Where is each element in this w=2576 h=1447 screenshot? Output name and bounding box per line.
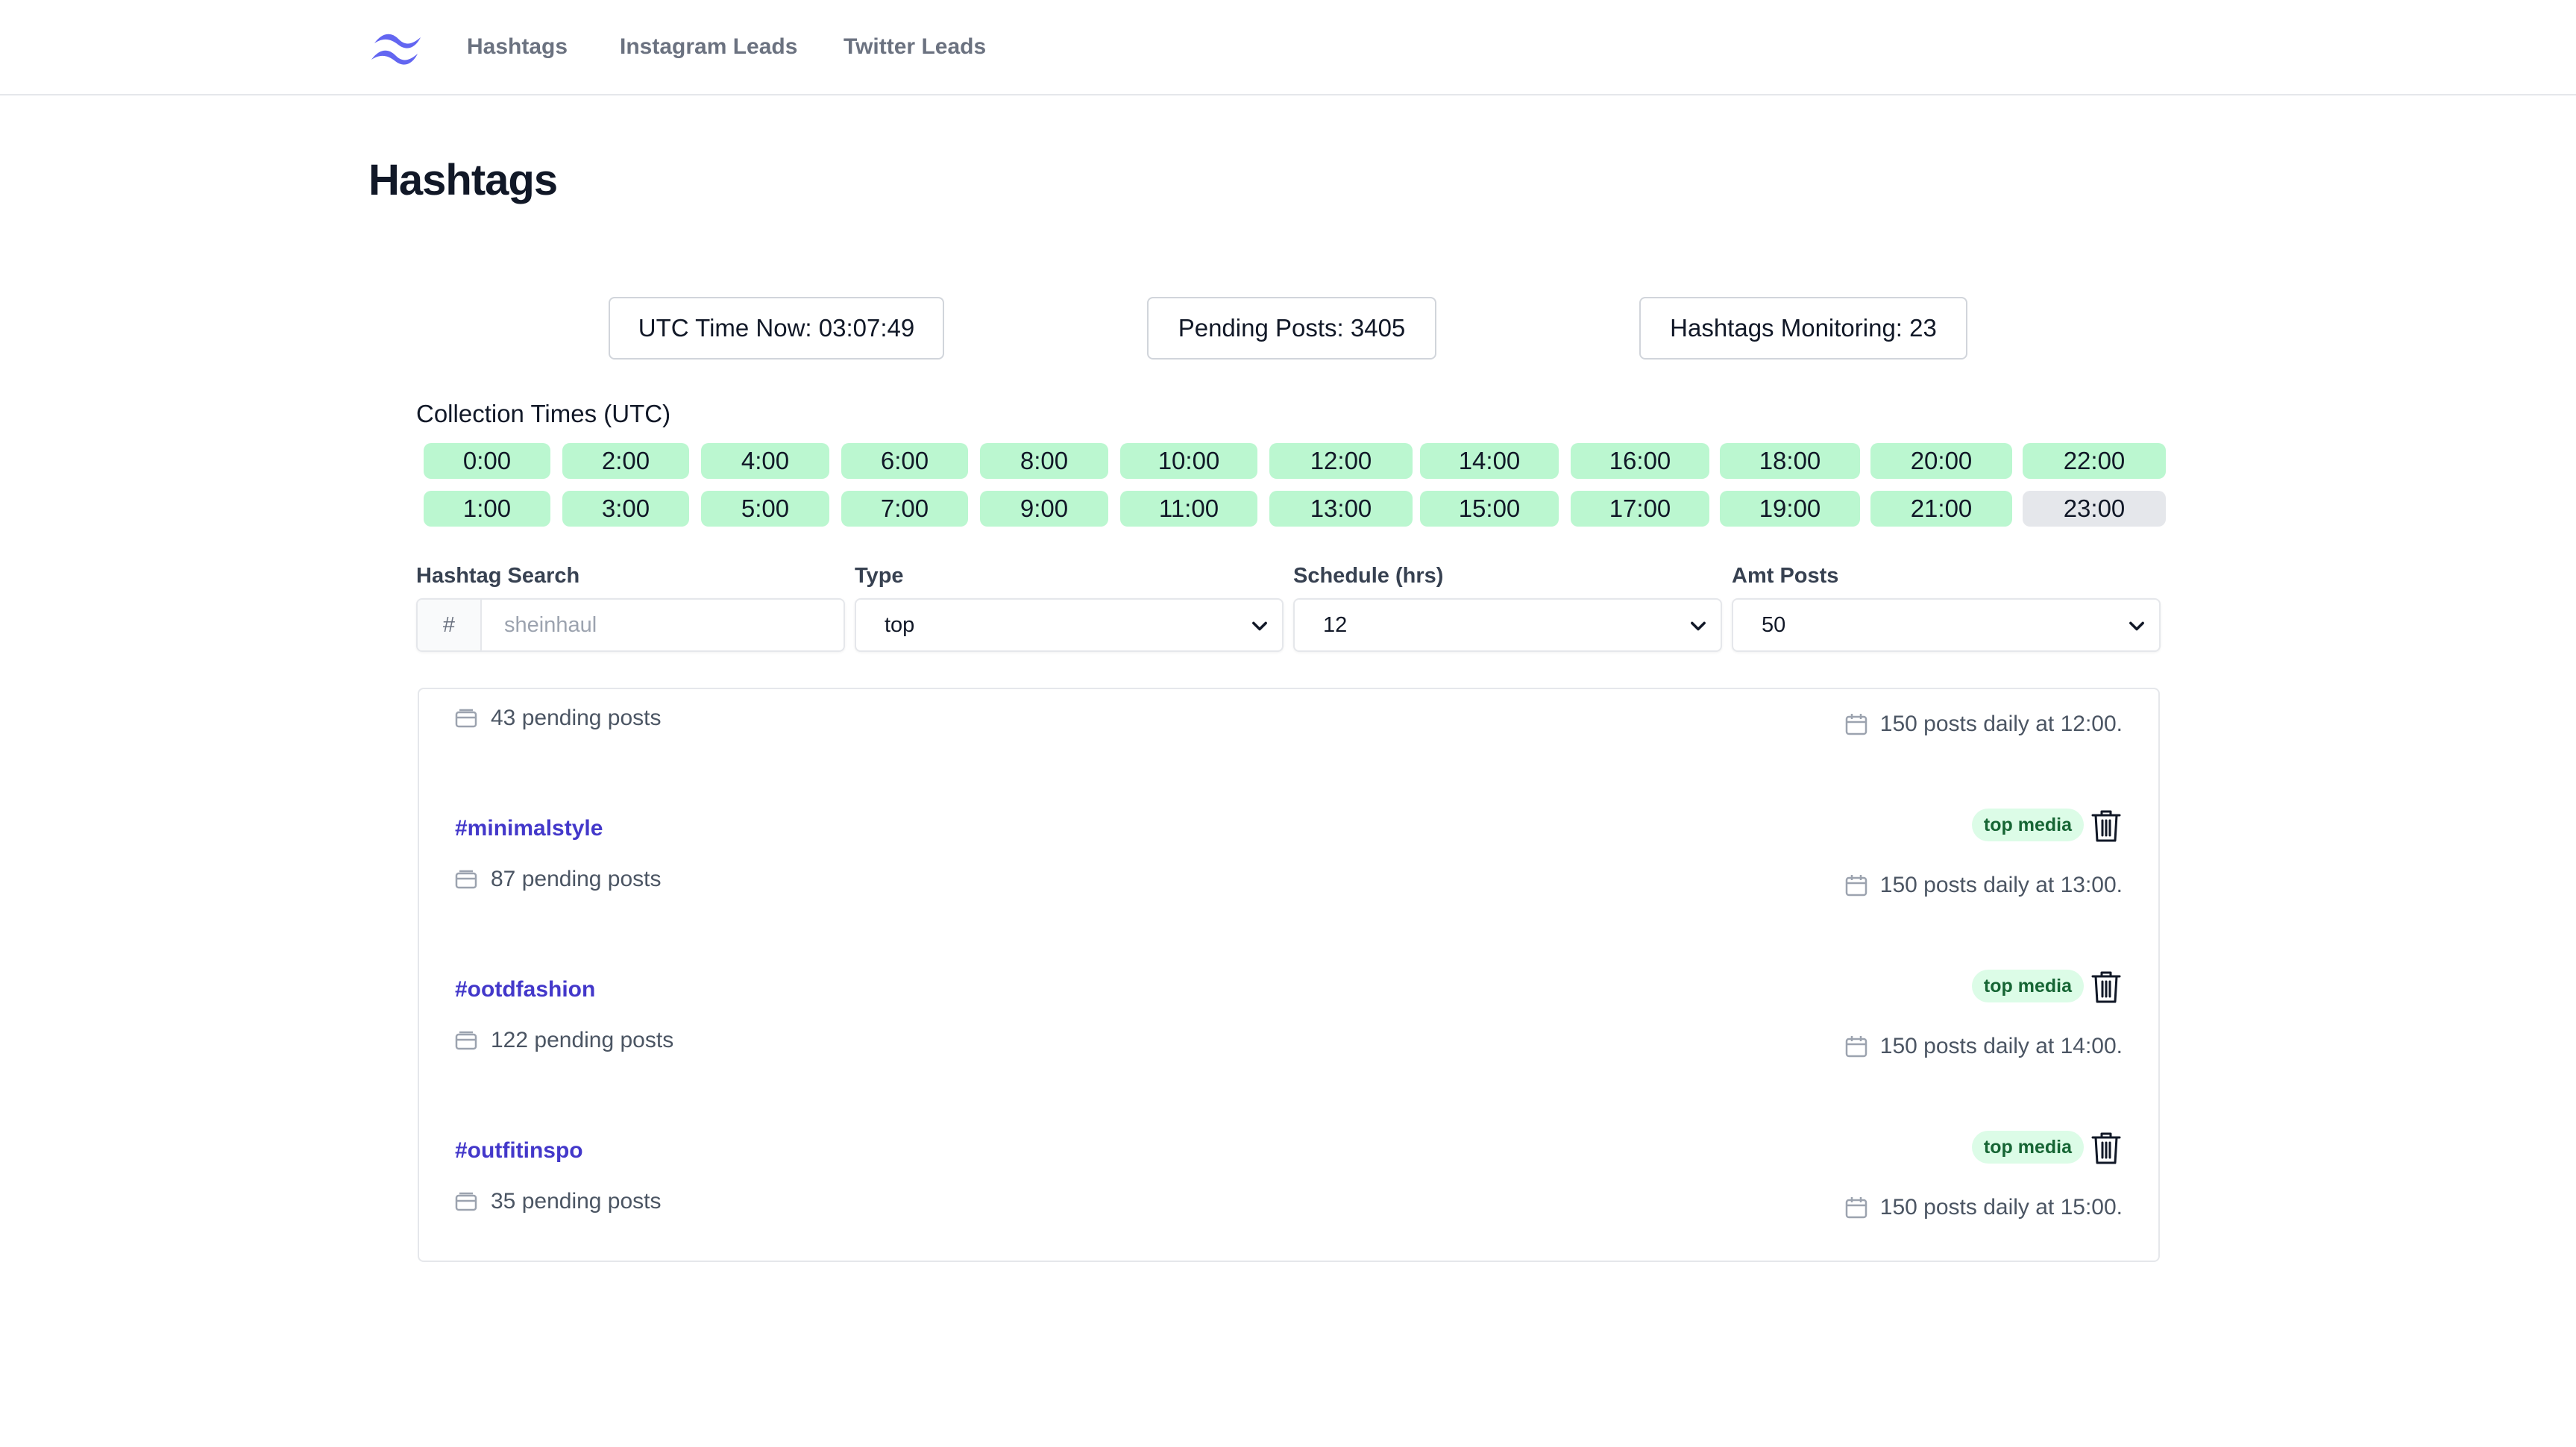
schedule-info: 150 posts daily at 12:00. — [1844, 712, 2123, 737]
schedule-select[interactable]: 12 — [1293, 598, 1722, 652]
time-chip[interactable]: 19:00 — [1720, 491, 1860, 527]
time-chip[interactable]: 9:00 — [980, 491, 1108, 527]
hashtag-link[interactable]: #ootdfashion — [455, 977, 596, 1002]
pending-posts: 87 pending posts — [455, 867, 662, 892]
time-chip[interactable]: 11:00 — [1120, 491, 1257, 527]
trash-icon[interactable] — [2090, 809, 2123, 843]
time-chip[interactable]: 18:00 — [1720, 443, 1860, 479]
hashtags-monitoring-box: Hashtags Monitoring: 23 — [1639, 297, 1967, 360]
pending-posts-text: 87 pending posts — [491, 867, 662, 891]
pending-posts-text: 35 pending posts — [491, 1189, 662, 1214]
status-badge: top media — [1971, 970, 2084, 1002]
page-title: Hashtags — [368, 156, 558, 204]
inbox-icon — [455, 870, 477, 889]
pending-posts: 122 pending posts — [455, 1028, 673, 1053]
chevron-down-icon — [1691, 621, 1706, 631]
type-label: Type — [855, 564, 904, 588]
type-select-value: top — [885, 612, 915, 637]
amount-select-value: 50 — [1762, 612, 1786, 637]
time-chip[interactable]: 3:00 — [562, 491, 689, 527]
inbox-icon — [455, 1192, 477, 1211]
schedule-label: Schedule (hrs) — [1293, 564, 1444, 588]
nav-link-twitter-leads[interactable]: Twitter Leads — [844, 34, 987, 59]
time-chip[interactable]: 14:00 — [1420, 443, 1559, 479]
calendar-icon — [1845, 1197, 1867, 1219]
amount-label: Amt Posts — [1732, 564, 1839, 588]
schedule-select-value: 12 — [1323, 612, 1348, 637]
time-chip[interactable]: 12:00 — [1269, 443, 1413, 479]
schedule-text: 150 posts daily at 15:00. — [1879, 1195, 2123, 1220]
tailwind-logo-icon[interactable] — [368, 27, 425, 69]
hashtag-link[interactable]: #minimalstyle — [455, 816, 603, 841]
hash-prefix: # — [418, 600, 482, 650]
pending-posts-box: Pending Posts: 3405 — [1147, 297, 1436, 360]
time-chip[interactable]: 20:00 — [1870, 443, 2012, 479]
calendar-icon — [1845, 714, 1867, 735]
hashtag-search-group: # — [416, 598, 845, 652]
time-chip[interactable]: 7:00 — [841, 491, 968, 527]
pending-posts-text: 122 pending posts — [491, 1028, 674, 1052]
time-chip[interactable]: 5:00 — [701, 491, 829, 527]
inbox-icon — [455, 1031, 477, 1050]
time-chip[interactable]: 22:00 — [2023, 443, 2166, 479]
time-chip[interactable]: 15:00 — [1420, 491, 1559, 527]
nav-link-instagram-leads[interactable]: Instagram Leads — [620, 34, 798, 59]
collection-times-label: Collection Times (UTC) — [416, 400, 671, 427]
status-badge: top media — [1971, 1131, 2084, 1164]
trash-icon[interactable] — [2090, 1131, 2123, 1165]
top-navbar: Hashtags Instagram Leads Twitter Leads — [0, 0, 2576, 95]
schedule-info: 150 posts daily at 14:00. — [1844, 1034, 2123, 1059]
time-chip[interactable]: 1:00 — [424, 491, 550, 527]
pending-posts: 43 pending posts — [455, 706, 662, 731]
time-chip[interactable]: 2:00 — [562, 443, 689, 479]
hashtag-search-label: Hashtag Search — [416, 564, 580, 588]
calendar-icon — [1845, 1036, 1867, 1058]
amount-select[interactable]: 50 — [1732, 598, 2161, 652]
nav-link-hashtags[interactable]: Hashtags — [467, 34, 568, 59]
pending-posts: 35 pending posts — [455, 1189, 662, 1214]
time-chip[interactable]: 8:00 — [980, 443, 1108, 479]
schedule-text: 150 posts daily at 13:00. — [1879, 873, 2123, 897]
time-chip[interactable]: 21:00 — [1870, 491, 2012, 527]
schedule-info: 150 posts daily at 15:00. — [1844, 1195, 2123, 1220]
pending-posts-text: 43 pending posts — [491, 706, 662, 730]
time-chip[interactable]: 16:00 — [1571, 443, 1709, 479]
time-chip[interactable]: 10:00 — [1120, 443, 1257, 479]
hashtag-link[interactable]: #outfitinspo — [455, 1138, 583, 1163]
schedule-info: 150 posts daily at 13:00. — [1844, 873, 2123, 898]
schedule-text: 150 posts daily at 12:00. — [1879, 712, 2123, 736]
time-chip[interactable]: 4:00 — [701, 443, 829, 479]
time-chip[interactable]: 17:00 — [1571, 491, 1709, 527]
hashtag-search-input[interactable] — [482, 600, 844, 650]
inbox-icon — [455, 709, 477, 728]
chevron-down-icon — [1252, 621, 1267, 631]
trash-icon[interactable] — [2090, 970, 2123, 1004]
utc-time-box: UTC Time Now: 03:07:49 — [609, 297, 944, 360]
time-chip[interactable]: 0:00 — [424, 443, 550, 479]
calendar-icon — [1845, 875, 1867, 897]
hashtag-list[interactable]: 43 pending posts 150 posts daily at 12:0… — [418, 688, 2160, 1262]
type-select[interactable]: top — [855, 598, 1284, 652]
schedule-text: 150 posts daily at 14:00. — [1879, 1034, 2123, 1058]
time-chip[interactable]: 6:00 — [841, 443, 968, 479]
time-chip[interactable]: 13:00 — [1269, 491, 1413, 527]
status-badge: top media — [1971, 809, 2084, 841]
time-chip[interactable]: 23:00 — [2023, 491, 2166, 527]
chevron-down-icon — [2129, 621, 2144, 631]
